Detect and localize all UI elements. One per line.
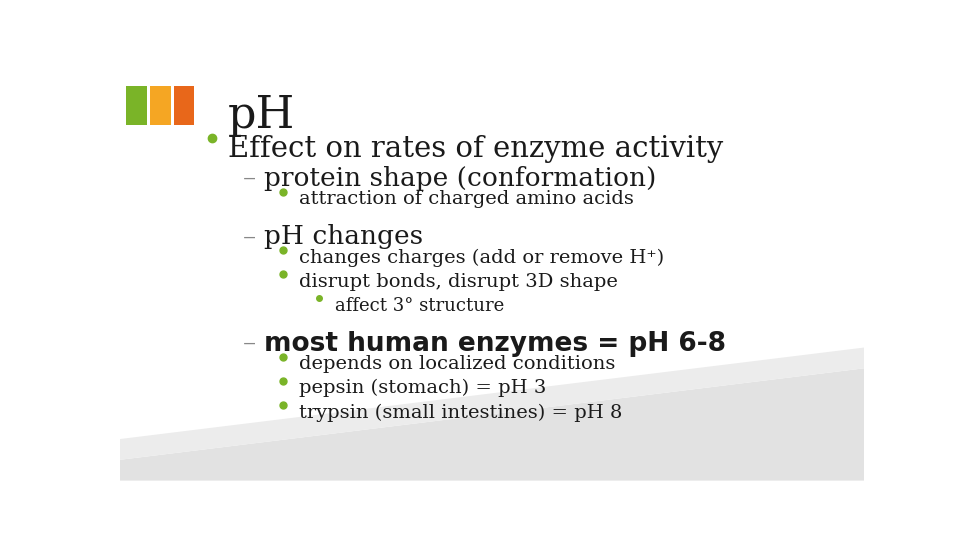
Text: Effect on rates of enzyme activity: Effect on rates of enzyme activity bbox=[228, 136, 723, 164]
Text: changes charges (add or remove H⁺): changes charges (add or remove H⁺) bbox=[300, 248, 664, 267]
Text: attraction of charged amino acids: attraction of charged amino acids bbox=[300, 191, 635, 208]
Text: pH changes: pH changes bbox=[264, 225, 422, 249]
Text: protein shape (conformation): protein shape (conformation) bbox=[264, 166, 656, 191]
FancyBboxPatch shape bbox=[126, 85, 147, 125]
Polygon shape bbox=[120, 368, 864, 481]
Text: –: – bbox=[243, 225, 256, 249]
Text: pH: pH bbox=[228, 94, 296, 137]
Text: disrupt bonds, disrupt 3D shape: disrupt bonds, disrupt 3D shape bbox=[300, 273, 618, 291]
Text: pepsin (stomach) = pH 3: pepsin (stomach) = pH 3 bbox=[300, 379, 546, 397]
Text: affect 3° structure: affect 3° structure bbox=[335, 297, 504, 315]
Text: –: – bbox=[243, 331, 256, 356]
Text: –: – bbox=[243, 166, 256, 191]
Polygon shape bbox=[120, 348, 864, 460]
Text: depends on localized conditions: depends on localized conditions bbox=[300, 355, 615, 373]
Text: most human enzymes = pH 6-8: most human enzymes = pH 6-8 bbox=[264, 331, 726, 357]
Text: trypsin (small intestines) = pH 8: trypsin (small intestines) = pH 8 bbox=[300, 403, 623, 422]
FancyBboxPatch shape bbox=[150, 85, 171, 125]
FancyBboxPatch shape bbox=[174, 85, 194, 125]
